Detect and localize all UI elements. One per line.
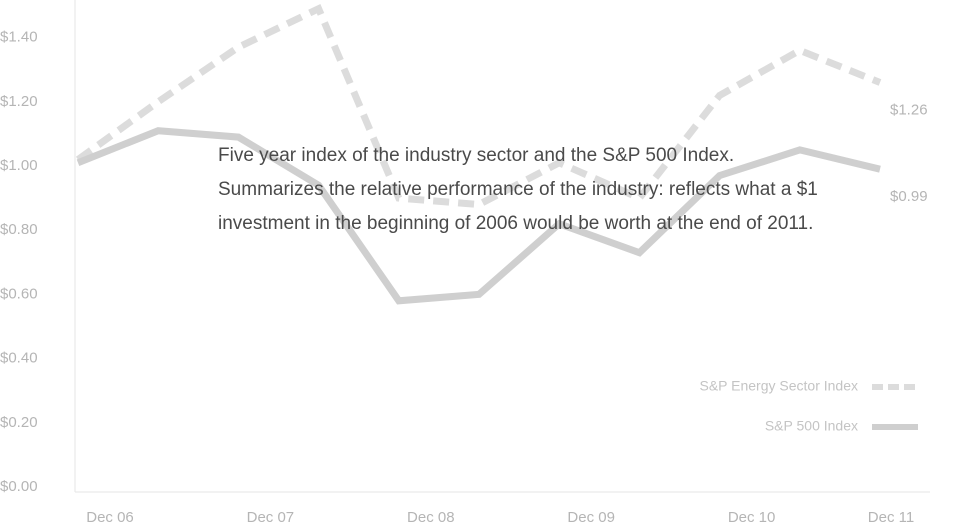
annotation: Summarizes the relative performance of t…	[218, 179, 818, 200]
x-tick-label: Dec 09	[567, 509, 615, 526]
y-tick-label: $1.20	[0, 93, 38, 110]
legend-label: S&P Energy Sector Index	[700, 378, 859, 394]
x-tick-label: Dec 07	[247, 509, 295, 526]
x-tick-label: Dec 11	[868, 509, 914, 526]
end-label: $1.26	[890, 102, 928, 119]
y-tick-label: $0.40	[0, 350, 38, 367]
y-tick-label: $0.80	[0, 221, 38, 238]
y-tick-label: $0.20	[0, 414, 38, 431]
end-label: $0.99	[890, 188, 928, 205]
series-line	[75, 3, 882, 209]
x-tick-label: Dec 08	[407, 509, 455, 526]
x-tick-label: Dec 10	[728, 509, 776, 526]
annotation: Five year index of the industry sector a…	[218, 145, 734, 166]
series-line	[76, 127, 881, 305]
annotation: investment in the beginning of 2006 woul…	[218, 213, 813, 234]
y-tick-label: $0.60	[0, 285, 38, 302]
y-tick-label: $0.00	[0, 478, 38, 495]
y-tick-label: $1.00	[0, 157, 38, 174]
legend-label: S&P 500 Index	[765, 418, 858, 434]
x-tick-label: Dec 06	[86, 509, 134, 526]
y-tick-label: $1.40	[0, 29, 38, 46]
